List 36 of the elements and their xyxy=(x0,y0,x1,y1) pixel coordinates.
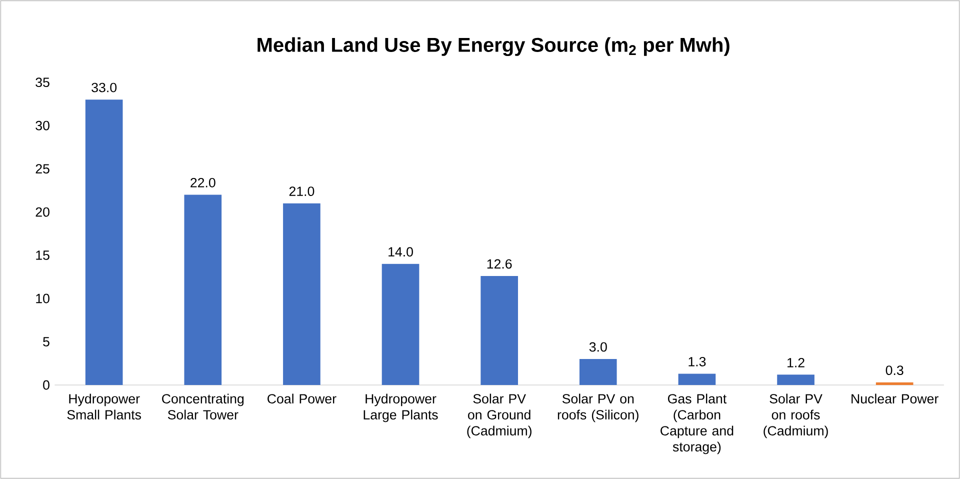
chart-title: Median Land Use By Energy Source (m$_{2}$ per Mwh) xyxy=(258,37,730,56)
data-label: 1.3 xyxy=(688,356,706,366)
y-tick-label: 0 xyxy=(43,380,50,390)
x-tick-label: Solar PV on Ground (Cadmium) xyxy=(467,394,532,438)
bar xyxy=(876,382,914,385)
bar xyxy=(184,194,222,385)
x-tick-label: Solar PV on roofs (Silicon) xyxy=(558,394,638,422)
data-label: 22.0 xyxy=(190,178,216,188)
y-tick-label: 30 xyxy=(36,120,50,130)
data-label: 0.3 xyxy=(886,366,904,376)
x-tick-label: Coal Power xyxy=(268,394,336,404)
data-label: 12.6 xyxy=(487,259,512,269)
bar xyxy=(777,374,814,385)
x-tick-label: Nuclear Power xyxy=(852,394,938,404)
y-tick-label: 25 xyxy=(36,164,50,174)
data-label: 21.0 xyxy=(289,186,314,196)
bar xyxy=(382,264,420,385)
bar xyxy=(579,359,617,385)
bar xyxy=(678,374,716,385)
y-tick-label: 5 xyxy=(43,337,50,346)
y-tick-label: 10 xyxy=(36,294,50,304)
bar xyxy=(283,203,320,385)
bar xyxy=(85,100,123,385)
bar xyxy=(480,276,518,385)
x-tick-label: Hydropower Small Plants xyxy=(67,394,142,420)
data-label: 33.0 xyxy=(92,82,117,92)
x-tick-label: Gas Plant (Carbon Capture and storage) xyxy=(660,394,734,454)
x-tick-label: Concentrating Solar Tower xyxy=(162,394,244,420)
data-label: 3.0 xyxy=(589,342,607,352)
x-tick-label: Solar PV on roofs (Cadmium) xyxy=(764,394,828,438)
y-tick-label: 15 xyxy=(36,250,50,260)
x-tick-label: Hydropower Large Plants xyxy=(364,394,438,422)
y-tick-label: 20 xyxy=(36,207,50,217)
data-label: 1.2 xyxy=(788,358,804,368)
data-label: 14.0 xyxy=(388,247,413,257)
y-tick-label: 35 xyxy=(36,78,50,88)
